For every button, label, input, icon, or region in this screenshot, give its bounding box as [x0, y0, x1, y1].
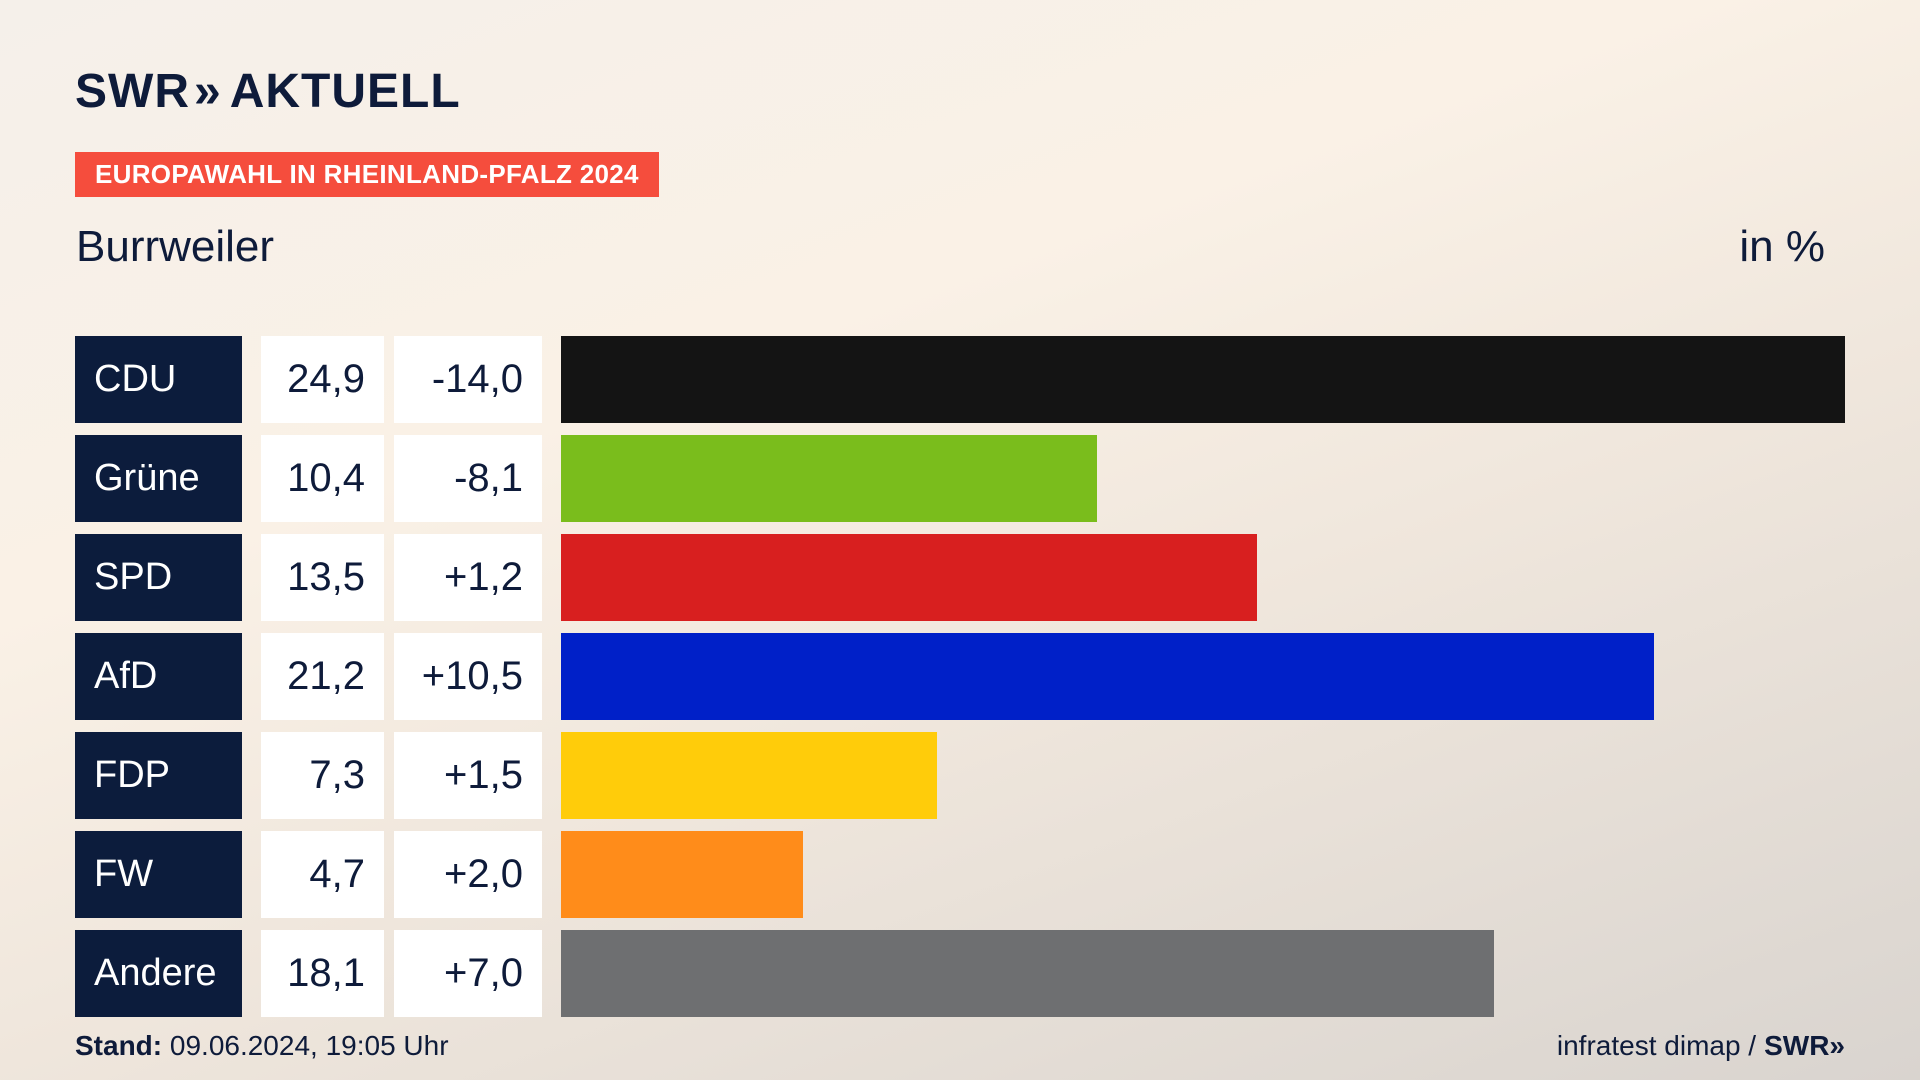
change-label: +10,5 [394, 633, 542, 720]
timestamp: Stand: 09.06.2024, 19:05 Uhr [75, 1030, 449, 1062]
vote-share-label: 13,5 [261, 534, 384, 621]
change-label: +1,2 [394, 534, 542, 621]
logo-swr-text: SWR [75, 64, 190, 118]
change-label: +2,0 [394, 831, 542, 918]
change-label: -8,1 [394, 435, 542, 522]
result-bar [561, 336, 1845, 423]
result-row: CDU 24,9 -14,0 [75, 336, 1847, 423]
result-bar [561, 633, 1654, 720]
party-label: AfD [75, 633, 242, 720]
swr-aktuell-logo: SWR » AKTUELL [75, 64, 461, 118]
result-bar [561, 831, 803, 918]
party-label: SPD [75, 534, 242, 621]
vote-share-label: 7,3 [261, 732, 384, 819]
place-title: Burrweiler [76, 222, 275, 271]
party-label: Andere [75, 930, 242, 1017]
stand-value: 09.06.2024, 19:05 Uhr [162, 1030, 449, 1061]
source-text: infratest dimap / [1556, 1030, 1757, 1061]
change-label: -14,0 [394, 336, 542, 423]
result-row: SPD 13,5 +1,2 [75, 534, 1847, 621]
vote-share-label: 10,4 [261, 435, 384, 522]
vote-share-label: 18,1 [261, 930, 384, 1017]
election-tag: EUROPAWAHL IN RHEINLAND-PFALZ 2024 [75, 152, 659, 197]
change-label: +7,0 [394, 930, 542, 1017]
swr-small-logo: SWR» [1764, 1030, 1845, 1061]
logo-chevrons-icon: » [193, 64, 222, 118]
result-bar [561, 732, 937, 819]
result-bar [561, 534, 1257, 621]
vote-share-label: 4,7 [261, 831, 384, 918]
stand-label: Stand: [75, 1030, 163, 1061]
result-row: Andere 18,1 +7,0 [75, 930, 1847, 1017]
party-label: CDU [75, 336, 242, 423]
unit-label: in % [1739, 222, 1825, 271]
source-credit: infratest dimap / SWR» [1557, 1030, 1845, 1062]
logo-aktuell-text: AKTUELL [229, 64, 461, 118]
result-bar [561, 435, 1097, 522]
change-label: +1,5 [394, 732, 542, 819]
party-label: FDP [75, 732, 242, 819]
vote-share-label: 21,2 [261, 633, 384, 720]
result-bar [561, 930, 1494, 1017]
result-row: AfD 21,2 +10,5 [75, 633, 1847, 720]
result-row: FDP 7,3 +1,5 [75, 732, 1847, 819]
vote-share-label: 24,9 [261, 336, 384, 423]
party-label: Grüne [75, 435, 242, 522]
result-row: FW 4,7 +2,0 [75, 831, 1847, 918]
result-row: Grüne 10,4 -8,1 [75, 435, 1847, 522]
party-label: FW [75, 831, 242, 918]
